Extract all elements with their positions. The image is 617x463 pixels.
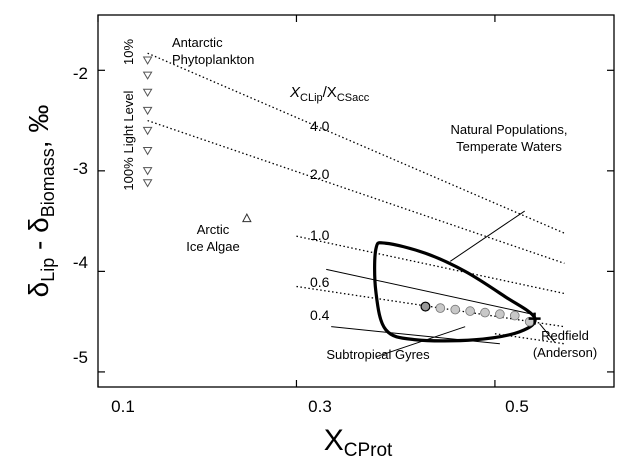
antarctic-label-line1: Antarctic	[172, 35, 223, 50]
light-level-title: Light Level	[121, 90, 136, 153]
natural-populations-label-line2: Temperate Waters	[456, 139, 562, 154]
y-tick-labels: -2 -3 -4 -5	[73, 64, 88, 367]
ratio-lines	[147, 52, 565, 345]
antarctic-point	[142, 88, 153, 98]
ratio-header-slash: /X	[323, 84, 337, 101]
ratio-header-sub1: CLip	[300, 92, 323, 104]
antarctic-point	[142, 71, 153, 80]
ratio-header: XCLip/XCSacc	[289, 84, 370, 104]
ratio-line-label: 0.4	[310, 307, 330, 323]
y-tick-label: -4	[73, 253, 88, 272]
antarctic-point	[142, 56, 153, 65]
subtropical-gyres-point	[509, 310, 520, 321]
y-axis-title: δLip - δBiomass, ‰	[23, 105, 58, 298]
ratio-0.4-connector	[331, 326, 500, 345]
subtropical-gyres-point	[465, 306, 475, 316]
antarctic-point	[142, 126, 153, 136]
ratio-line-label: 1.0	[310, 227, 330, 243]
x-tick-labels: 0.1 0.3 0.5	[111, 397, 529, 416]
antarctic-point	[142, 106, 153, 116]
natural-populations-label-line1: Natural Populations,	[450, 122, 567, 137]
y-axis-title-delta1: δ	[23, 282, 54, 298]
ratio-line	[147, 119, 565, 264]
y-tick-label: -3	[73, 159, 88, 178]
plot-frame	[97, 14, 615, 388]
arctic-label-line2: Ice Algae	[186, 239, 240, 254]
y-axis-title-sub2: Biomass	[38, 148, 58, 217]
subtropical-gyres-point	[420, 301, 431, 312]
y-axis-title-sub1: Lip	[38, 258, 58, 282]
ratio-header-sub2: CSacc	[337, 92, 370, 104]
antarctic-point	[142, 147, 153, 156]
ratio-1-connector	[326, 268, 530, 315]
redfield-label-line1: Redfield	[541, 328, 589, 343]
antarctic-point	[142, 167, 153, 176]
x-tick-label: 0.1	[111, 397, 135, 416]
light-level-bottom: 100%	[121, 157, 136, 191]
data-marks	[142, 56, 541, 327]
x-tick-label: 0.5	[505, 397, 529, 416]
natural-populations-contour-group	[373, 241, 537, 343]
x-axis-title-main: X	[324, 424, 344, 457]
subtropical-gyres-point	[495, 309, 505, 319]
subtropical-gyres-point	[450, 304, 461, 315]
arctic-point	[242, 213, 252, 223]
axis-ticks	[97, 15, 614, 387]
x-axis-title: XCProt	[324, 424, 393, 461]
redfield-point	[528, 312, 541, 325]
redfield-connector	[539, 323, 555, 343]
x-tick-label: 0.3	[308, 397, 332, 416]
x-axis-title-sub: CProt	[344, 440, 393, 461]
subtropical-gyres-connector	[375, 326, 466, 358]
natural-populations-connector	[449, 210, 525, 262]
natural-populations-contour	[373, 241, 537, 343]
subtropical-gyres-point	[435, 303, 446, 313]
y-axis-title-delta2: - δ	[23, 217, 54, 257]
ratio-line-label: 2.0	[310, 166, 330, 182]
annotation-connectors	[326, 210, 555, 358]
redfield-label-line2: (Anderson)	[533, 345, 597, 360]
y-tick-label: -2	[73, 64, 88, 83]
antarctic-point	[142, 179, 153, 188]
ratio-line-label: 0.6	[310, 274, 330, 290]
antarctic-label-line2: Phytoplankton	[172, 52, 254, 67]
ratio-line	[296, 235, 565, 295]
ratio-line-labels: 4.0 2.0 1.0 0.6 0.4	[310, 118, 330, 323]
arctic-label-line1: Arctic	[197, 222, 230, 237]
ratio-line-label: 4.0	[310, 118, 330, 134]
y-axis-title-unit: , ‰	[23, 105, 54, 149]
ratio-line	[296, 285, 565, 328]
subtropical-gyres-point	[480, 307, 490, 318]
subtropical-gyres-label: Subtropical Gyres	[326, 347, 430, 362]
light-level-top: 10%	[121, 39, 136, 65]
y-tick-label: -5	[73, 348, 88, 367]
ratio-header-main: X	[289, 84, 301, 101]
